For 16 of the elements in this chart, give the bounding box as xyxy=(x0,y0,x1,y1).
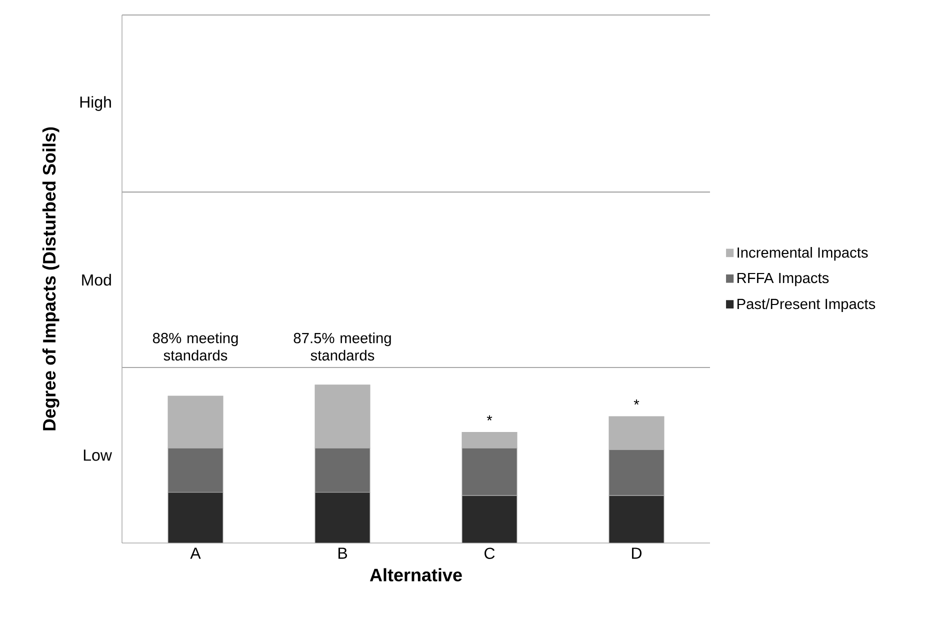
annotation: * xyxy=(486,415,492,420)
legend-label: Past/Present Impacts xyxy=(737,298,876,312)
text: Mod xyxy=(82,274,111,286)
x-tick-label: B xyxy=(338,548,347,559)
legend-label: RFFA Impacts xyxy=(737,272,829,286)
x-tick-label: C xyxy=(484,548,495,560)
x-axis-title: Alternative xyxy=(370,568,462,582)
text: 87.5% meeting standards xyxy=(294,332,391,361)
text: Low xyxy=(84,450,112,461)
annotation: * xyxy=(634,400,640,405)
x-tick-label: D xyxy=(632,548,642,559)
legend-label: Incremental Impacts xyxy=(738,246,868,261)
y-axis-title: Degree of Impacts (Disturbed Soils) xyxy=(42,127,60,430)
text: High xyxy=(80,96,111,111)
text: 88% meeting standards xyxy=(152,332,238,361)
x-tick-label: A xyxy=(190,548,201,559)
